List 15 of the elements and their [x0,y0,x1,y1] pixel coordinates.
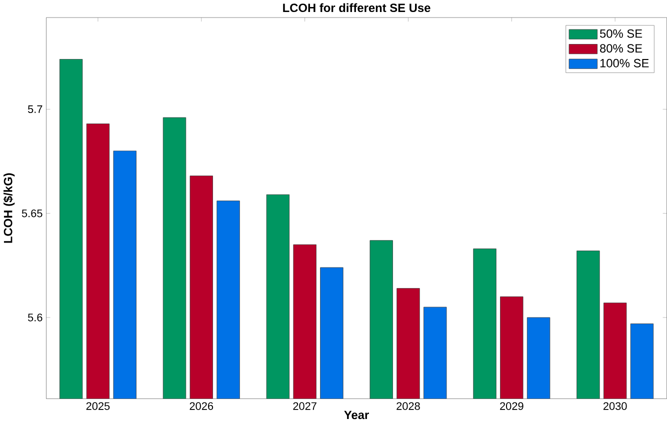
x-tick-label: 2028 [396,402,420,410]
x-tick-label: 2029 [500,402,524,410]
x-tick-label: 2027 [293,402,316,410]
y-axis-title: LCOH ($/kG) [3,173,15,243]
x-tick-label: 2026 [190,402,214,410]
y-tick-label: 5.65 [22,209,42,217]
x-tick-label: 2025 [86,402,110,410]
y-tick-label: 5.7 [28,105,42,113]
legend-label: 100% SE [600,58,649,68]
x-axis-title: Year [344,410,369,419]
y-tick-label: 5.6 [28,313,42,322]
legend-label: 80% SE [600,44,642,52]
legend-label: 50% SE [600,29,642,38]
x-tick-label: 2030 [603,402,627,410]
chart-title: LCOH for different SE Use [283,3,430,12]
